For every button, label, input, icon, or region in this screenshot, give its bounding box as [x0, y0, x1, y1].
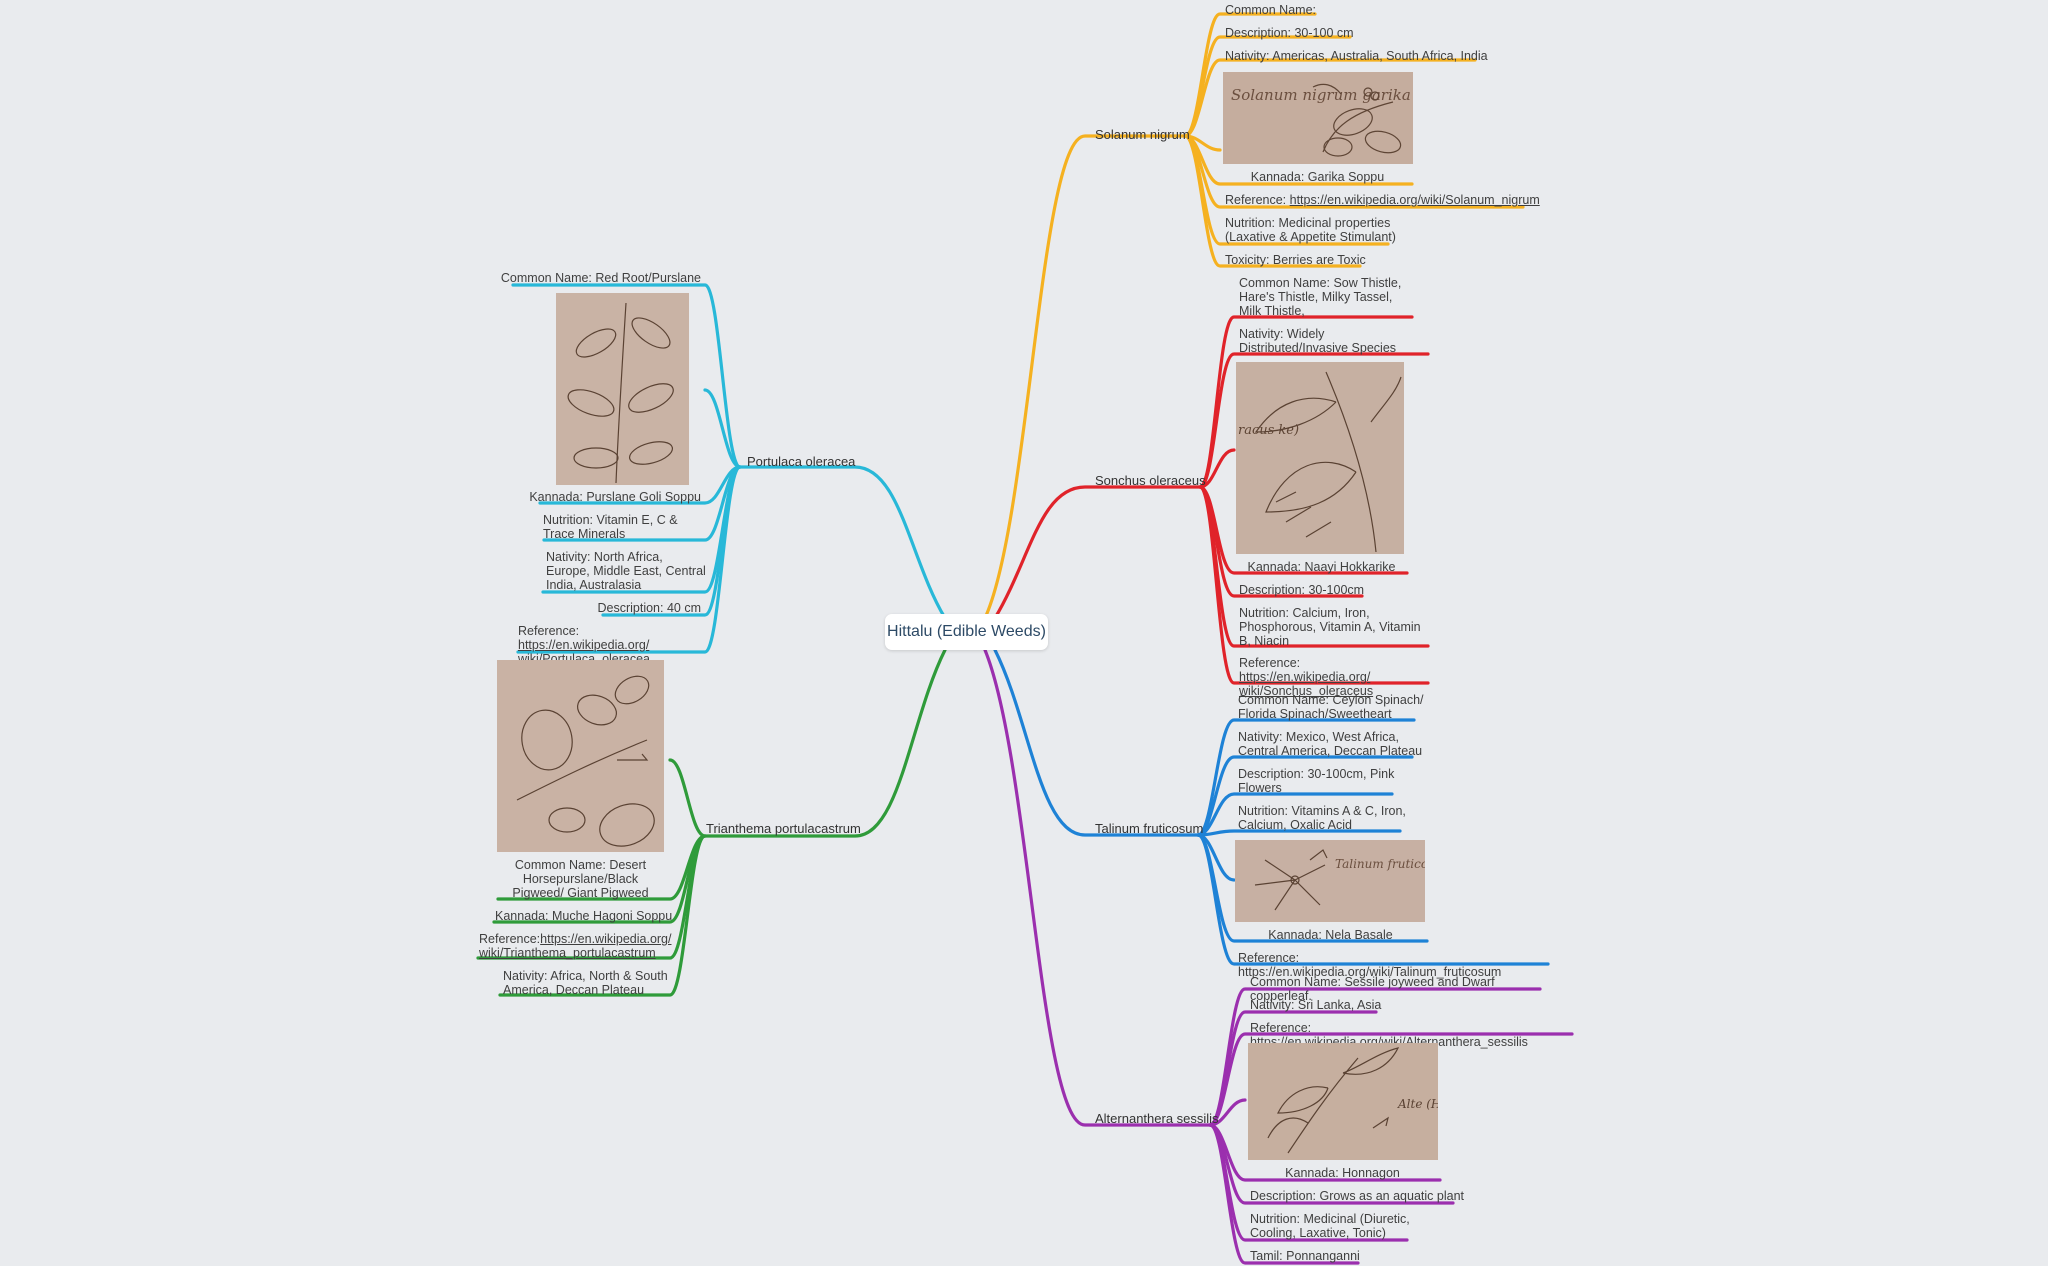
- solanum-reference-link[interactable]: https://en.wikipedia.org/wiki/Solanum_ni…: [1289, 193, 1540, 207]
- solanum-reference-prefix: Reference:: [1225, 193, 1290, 207]
- solanum-common-name[interactable]: Common Name:: [1225, 3, 1316, 17]
- sonchus-common-name[interactable]: Common Name: Sow Thistle, Hare's Thistle…: [1239, 276, 1402, 318]
- talinum-sketch-image: Talinum fruticosum (Nela basale): [1235, 840, 1425, 922]
- alternanthera-sketch-text: Alte (Honna: [1397, 1097, 1438, 1111]
- sonchus-kannada[interactable]: Kannada: Naayi Hokkarike: [1247, 560, 1396, 574]
- talinum-branch-lines: [993, 648, 1550, 966]
- alternanthera-sketch-image: Alte (Honna: [1248, 1043, 1438, 1160]
- solanum-kannada[interactable]: Kannada: Garika Soppu: [1250, 170, 1385, 184]
- solanum-nutrition[interactable]: Nutrition: Medicinal properties (Laxativ…: [1225, 216, 1396, 244]
- root-label: Hittalu (Edible Weeds): [887, 623, 1046, 640]
- alternanthera-nativity[interactable]: Nativity: Sri Lanka, Asia: [1250, 998, 1382, 1012]
- alternanthera-description[interactable]: Description: Grows as an aquatic plant: [1250, 1189, 1464, 1203]
- portulaca-kannada[interactable]: Kannada: Purslane Goli Soppu: [529, 490, 701, 504]
- sonchus-sketch-text: racus ke): [1238, 423, 1299, 438]
- alternanthera-common-name[interactable]: Common Name: Sessile joyweed and Dwarf c…: [1250, 975, 1495, 1003]
- trianthema-nativity[interactable]: Nativity: Africa, North & South America,…: [503, 969, 668, 997]
- sonchus-reference[interactable]: Reference: https://en.wikipedia.org/ wik…: [1239, 656, 1434, 698]
- sonchus-reference-prefix: Reference:: [1239, 656, 1301, 670]
- portulaca-description[interactable]: Description: 40 cm: [597, 601, 701, 615]
- leaf-sketch-icon: Solanum nigrum garika: [1223, 72, 1413, 164]
- leaf-sketch-icon: racus ke): [1236, 362, 1404, 554]
- portulaca-reference-prefix: Reference:: [518, 624, 580, 638]
- alternanthera-kannada[interactable]: Kannada: Honnagon: [1285, 1166, 1400, 1180]
- sonchus-sketch-image: racus ke): [1236, 362, 1404, 554]
- alternanthera-title[interactable]: Alternanthera sessilis: [1095, 1111, 1219, 1126]
- solanum-toxicity[interactable]: Toxicity: Berries are Toxic: [1225, 253, 1366, 267]
- trianthema-kannada[interactable]: Kannada: Muche Hagoni Soppu: [495, 909, 673, 923]
- talinum-title[interactable]: Talinum fruticosum: [1095, 821, 1204, 836]
- solanum-sketch-image: Solanum nigrum garika: [1223, 72, 1413, 164]
- talinum-description[interactable]: Description: 30-100cm, Pink Flowers: [1238, 767, 1395, 795]
- trianthema-reference-prefix: Reference:: [479, 932, 541, 946]
- root-node[interactable]: Hittalu (Edible Weeds): [885, 614, 1048, 650]
- sonchus-nativity[interactable]: Nativity: Widely Distributed/Invasive Sp…: [1239, 327, 1397, 355]
- portulaca-sketch-image: [556, 293, 689, 485]
- portulaca-nativity[interactable]: Nativity: North Africa, Europe, Middle E…: [546, 550, 706, 592]
- portulaca-title[interactable]: Portulaca oleracea: [747, 454, 856, 469]
- flower-sketch-icon: Talinum fruticosum (Nela basale): [1235, 840, 1425, 922]
- talinum-nutrition[interactable]: Nutrition: Vitamins A & C, Iron, Calcium…: [1238, 804, 1406, 832]
- sonchus-description[interactable]: Description: 30-100cm: [1239, 583, 1365, 597]
- portulaca-nutrition[interactable]: Nutrition: Vitamin E, C & Trace Minerals: [543, 513, 678, 541]
- leaf-sketch-icon: [497, 660, 664, 852]
- solanum-reference[interactable]: Reference: https://en.wikipedia.org/wiki…: [1225, 193, 1555, 207]
- solanum-nativity[interactable]: Nativity: Americas, Australia, South Afr…: [1225, 49, 1488, 63]
- alternanthera-nutrition[interactable]: Nutrition: Medicinal (Diuretic, Cooling,…: [1250, 1212, 1410, 1240]
- talinum-nativity[interactable]: Nativity: Mexico, West Africa, Central A…: [1238, 730, 1423, 758]
- trianthema-reference[interactable]: Reference:https://en.wikipedia.org/ wiki…: [479, 932, 674, 960]
- trianthema-sketch-image: [497, 660, 664, 852]
- solanum-description[interactable]: Description: 30-100 cm: [1225, 26, 1354, 40]
- trianthema-common-name[interactable]: Common Name: Desert Horsepurslane/Black …: [512, 858, 649, 900]
- trianthema-branch-lines: [476, 648, 947, 997]
- leaf-sketch-icon: Alte (Honna: [1248, 1043, 1438, 1160]
- sonchus-branch-lines: [993, 315, 1430, 685]
- sonchus-title[interactable]: Sonchus oleraceus: [1095, 473, 1206, 488]
- alternanthera-branch-lines: [983, 648, 1574, 1265]
- portulaca-common-name[interactable]: Common Name: Red Root/Purslane: [500, 271, 701, 285]
- portulaca-branch-lines: [511, 283, 947, 654]
- alternanthera-tamil[interactable]: Tamil: Ponnanganni: [1250, 1249, 1360, 1263]
- trianthema-title[interactable]: Trianthema portulacastrum: [706, 821, 861, 836]
- trianthema-reference-link[interactable]: https://en.wikipedia.org/ wiki/Trianthem…: [479, 932, 672, 960]
- sonchus-nutrition[interactable]: Nutrition: Calcium, Iron, Phosphorous, V…: [1239, 606, 1421, 648]
- talinum-sketch-text: Talinum fruticosum (Nela basale): [1335, 857, 1425, 871]
- solanum-sketch-text: Solanum nigrum garika: [1231, 86, 1411, 104]
- talinum-kannada[interactable]: Kannada: Nela Basale: [1268, 928, 1393, 942]
- talinum-common-name[interactable]: Common Name: Ceylon Spinach/ Florida Spi…: [1238, 693, 1424, 721]
- solanum-branch-lines: [983, 12, 1525, 620]
- sonchus-reference-link[interactable]: https://en.wikipedia.org/ wiki/Sonchus_o…: [1239, 670, 1374, 698]
- talinum-reference[interactable]: Reference: https://en.wikipedia.org/wiki…: [1238, 951, 1502, 979]
- leaf-sketch-icon: [556, 293, 689, 485]
- solanum-title[interactable]: Solanum nigrum: [1095, 127, 1190, 142]
